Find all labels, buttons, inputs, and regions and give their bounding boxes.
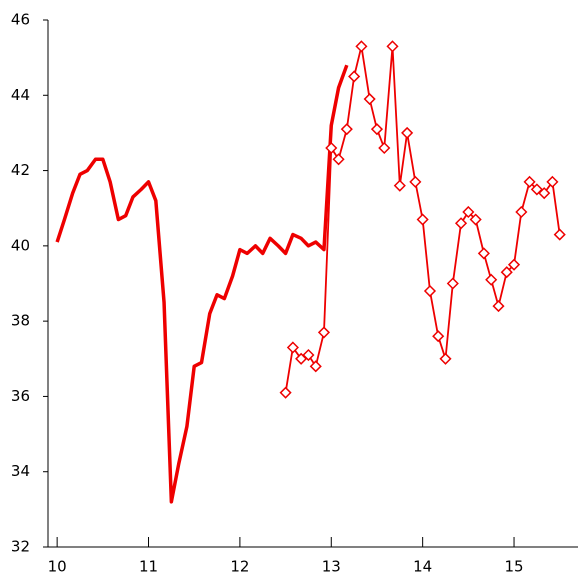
marker	[401, 126, 414, 139]
marker	[515, 205, 528, 219]
y-tick-label: 44	[11, 86, 30, 104]
marker	[295, 352, 308, 365]
y-tick-label: 34	[11, 462, 30, 480]
y-tick-label: 46	[11, 11, 30, 29]
marker	[477, 247, 490, 260]
y-tick-label: 38	[11, 312, 30, 330]
x-tick-label: 10	[48, 558, 67, 576]
marker	[523, 175, 536, 188]
marker	[492, 300, 505, 313]
marker	[279, 386, 292, 399]
x-tick-label: 15	[504, 558, 523, 576]
marker	[553, 228, 566, 241]
marker	[332, 153, 345, 166]
marker	[355, 40, 368, 53]
marker	[432, 330, 445, 343]
marker	[386, 40, 399, 53]
marker	[370, 123, 384, 136]
y-tick-label: 42	[11, 161, 30, 179]
marker	[409, 175, 422, 188]
x-tick-label: 14	[413, 558, 432, 576]
marker	[423, 284, 437, 298]
y-tick-label: 40	[11, 236, 30, 254]
marker	[507, 258, 521, 271]
marker	[325, 141, 338, 155]
marker	[469, 213, 482, 226]
marker	[363, 92, 376, 106]
marker	[462, 205, 475, 219]
x-tick-label: 12	[230, 558, 249, 576]
marker	[348, 70, 361, 83]
y-tick-label: 36	[11, 387, 30, 405]
marker	[378, 141, 391, 155]
marker	[446, 277, 459, 290]
marker	[309, 360, 322, 373]
marker	[340, 123, 353, 136]
marker	[485, 273, 498, 286]
marker	[416, 213, 429, 226]
marker	[500, 266, 513, 279]
marker	[286, 341, 299, 354]
marker	[530, 183, 543, 196]
marker	[317, 326, 331, 339]
line	[55, 64, 349, 504]
marker	[439, 352, 452, 365]
marker	[302, 348, 315, 362]
marker	[538, 187, 551, 200]
x-tick-label: 13	[322, 558, 341, 576]
y-tick-label: 32	[11, 538, 30, 556]
marker	[546, 175, 559, 188]
x-tick-label: 11	[139, 558, 158, 576]
marker	[393, 179, 406, 192]
marker	[454, 217, 468, 230]
